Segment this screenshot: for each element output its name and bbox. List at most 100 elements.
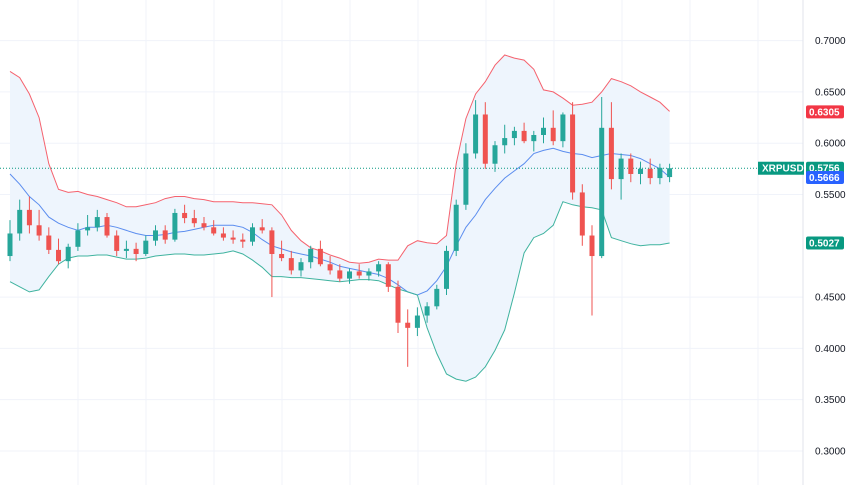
candle[interactable] [589, 225, 595, 316]
candle[interactable] [308, 245, 314, 269]
candle[interactable] [172, 208, 178, 242]
candle[interactable] [366, 268, 372, 281]
candle-body [191, 218, 197, 224]
candle[interactable] [444, 245, 449, 296]
price-tick-label: 0.7000 [815, 36, 846, 47]
candle[interactable] [647, 158, 653, 185]
candle[interactable] [511, 126, 517, 146]
candle[interactable] [482, 102, 488, 169]
upper-band-line [9, 54, 670, 264]
candle[interactable] [162, 225, 168, 244]
candle-body [550, 127, 556, 142]
candle[interactable] [414, 307, 420, 337]
candle[interactable] [337, 264, 343, 282]
candle[interactable] [94, 209, 100, 232]
candle[interactable] [46, 227, 52, 254]
candle[interactable] [85, 215, 91, 236]
candle-body [143, 240, 149, 254]
candle[interactable] [473, 100, 479, 159]
candle[interactable] [114, 230, 120, 257]
candle-body [123, 248, 129, 251]
candle[interactable] [201, 217, 207, 231]
candle[interactable] [75, 223, 81, 251]
candle-body [211, 227, 217, 234]
candle[interactable] [453, 199, 459, 257]
candle[interactable] [434, 284, 440, 310]
candle[interactable] [667, 163, 673, 183]
candle-body [114, 235, 120, 251]
price-tick-label: 0.6500 [815, 87, 846, 98]
candle[interactable] [405, 309, 411, 367]
candle-body [376, 264, 382, 272]
candle[interactable] [17, 199, 23, 241]
candle[interactable] [327, 256, 333, 275]
candle[interactable] [395, 280, 401, 333]
price-axis[interactable]: 0.7000 0.6500 0.6000 0.5500 0.4500 0.4000 0.35… [815, 36, 846, 457]
candle-body [85, 227, 91, 231]
candle[interactable] [531, 130, 537, 152]
candle[interactable] [269, 227, 275, 298]
candle[interactable] [502, 124, 508, 154]
candle[interactable] [347, 268, 352, 284]
candle[interactable] [143, 235, 149, 257]
candle[interactable] [463, 143, 469, 210]
candles[interactable] [7, 97, 673, 367]
candle[interactable] [570, 102, 576, 200]
candle[interactable] [56, 238, 61, 265]
candle-body [647, 168, 653, 179]
candle[interactable] [288, 250, 294, 275]
candle[interactable] [240, 233, 246, 248]
candle[interactable] [133, 242, 139, 262]
candle-body [347, 271, 352, 279]
candle-body [172, 212, 178, 240]
price-badge-bg [806, 105, 844, 119]
candle[interactable] [250, 223, 255, 246]
candle[interactable] [182, 204, 188, 224]
candle[interactable] [7, 220, 13, 262]
candle[interactable] [579, 184, 585, 246]
candle[interactable] [424, 302, 430, 323]
candle[interactable] [521, 122, 527, 144]
candle[interactable] [638, 161, 643, 185]
candle-body [511, 130, 517, 139]
candle-body [7, 233, 13, 257]
candle[interactable] [356, 264, 362, 279]
candle[interactable] [550, 110, 556, 146]
price-badge: 0.6305 [806, 105, 844, 119]
candle[interactable] [104, 212, 110, 238]
candle-body [308, 248, 314, 263]
candle[interactable] [492, 141, 498, 172]
candle[interactable] [26, 196, 32, 234]
candle[interactable] [211, 220, 217, 236]
candle[interactable] [628, 153, 634, 183]
candle-body [36, 225, 42, 236]
candle-body [356, 271, 362, 276]
candle[interactable] [618, 153, 624, 200]
candle[interactable] [220, 227, 226, 241]
candle[interactable] [385, 262, 391, 292]
candle[interactable] [230, 230, 236, 244]
candle[interactable] [298, 258, 304, 277]
candle[interactable] [36, 209, 42, 241]
candle-body [473, 114, 479, 154]
candle[interactable] [123, 240, 129, 259]
candle[interactable] [153, 225, 158, 246]
candle[interactable] [317, 240, 323, 267]
candle-body [56, 249, 61, 262]
candle[interactable] [560, 112, 566, 148]
candle[interactable] [376, 261, 382, 277]
candle[interactable] [608, 102, 614, 190]
candle-body [366, 271, 372, 276]
candle[interactable] [65, 243, 71, 269]
price-badge: 0.5666 [806, 170, 844, 184]
candle[interactable] [599, 97, 605, 259]
candle[interactable] [259, 219, 265, 234]
candle-body [250, 227, 255, 242]
candle[interactable] [191, 209, 197, 228]
candle[interactable] [657, 163, 663, 185]
candle[interactable] [541, 117, 546, 144]
candle[interactable] [279, 240, 285, 262]
